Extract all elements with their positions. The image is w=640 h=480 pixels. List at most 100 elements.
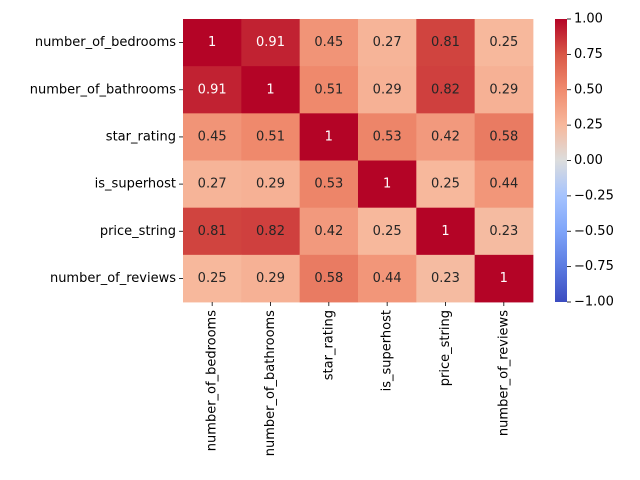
- colorbar-tick-label: 0.25: [574, 118, 603, 133]
- heatmap-cells: [183, 19, 534, 303]
- heatmap-cell-value: 0.82: [256, 224, 285, 239]
- heatmap-cell: [299, 113, 359, 161]
- heatmap-cell: [474, 113, 534, 161]
- heatmap-cell: [357, 66, 417, 114]
- heatmap-cell: [183, 254, 242, 303]
- heatmap-cell-value: 0.44: [373, 271, 402, 286]
- heatmap-cell-value: 0.82: [431, 82, 460, 97]
- y-axis-tick-labels: number_of_bedrooms number_of_bathroomssta…: [30, 35, 183, 286]
- y-axis-tick-label: price_string: [100, 224, 176, 239]
- heatmap-cell-value: 0.42: [314, 224, 343, 239]
- heatmap-cell-value: 1: [500, 271, 508, 286]
- heatmap-cell-value: 0.27: [373, 35, 402, 50]
- heatmap-cell-value: 0.27: [198, 177, 227, 192]
- x-axis-tick-label: number_of_bathrooms: [263, 310, 278, 456]
- colorbar-tick-label: 0.50: [574, 82, 603, 97]
- heatmap-cell: [241, 113, 301, 161]
- colorbar-tick-label: −0.25: [574, 188, 614, 203]
- y-axis-tick-label: number_of_reviews: [50, 271, 176, 286]
- heatmap-cell: [183, 113, 242, 161]
- colorbar-tick-label: −1.00: [574, 295, 614, 310]
- heatmap-cell-value: 0.25: [489, 35, 518, 50]
- heatmap-cell-value: 0.25: [373, 224, 402, 239]
- heatmap-cell-value: 0.23: [431, 271, 460, 286]
- colorbar: 1.00 0.75 0.50 0.25 0.00 −0.25 −0.50 −0.75 −1.00: [555, 12, 614, 310]
- heatmap-cell-value: 0.29: [256, 271, 285, 286]
- heatmap-cell: [416, 113, 476, 161]
- heatmap-cell-value: 0.53: [373, 129, 402, 144]
- y-axis-tick-label: is_superhost: [95, 177, 176, 192]
- heatmap-cell-value: 0.25: [198, 271, 227, 286]
- x-axis-tick-label: is_superhost: [380, 310, 395, 391]
- heatmap-cell-value: 1: [441, 224, 449, 239]
- heatmap-cell-value: 0.58: [314, 271, 343, 286]
- heatmap-cell: [299, 254, 359, 303]
- x-axis-tick-label: number_of_bedrooms: [205, 310, 220, 451]
- heatmap-cell: [241, 207, 301, 256]
- colorbar-tick-label: 0.75: [574, 47, 603, 62]
- colorbar-tick-label: −0.50: [574, 224, 614, 239]
- heatmap-cell-value: 0.29: [256, 177, 285, 192]
- y-axis-tick-label: star_rating: [106, 129, 176, 144]
- y-axis-tick-label: number_of_bathrooms: [30, 82, 176, 97]
- heatmap-cell-value: 0.53: [314, 177, 343, 192]
- heatmap-cell: [474, 66, 534, 114]
- heatmap-cell-value: 0.29: [373, 82, 402, 97]
- heatmap-cell-value: 0.91: [256, 35, 285, 50]
- heatmap-cell: [183, 207, 242, 256]
- heatmap-cell: [241, 66, 301, 114]
- heatmap-cell: [183, 66, 242, 114]
- heatmap-cell: [299, 207, 359, 256]
- heatmap-cell: [474, 207, 534, 256]
- heatmap-cell-value: 0.51: [314, 82, 343, 97]
- heatmap-cell: [357, 160, 417, 209]
- heatmap-cell-value: 0.81: [198, 224, 227, 239]
- colorbar-tick-label: 1.00: [574, 12, 603, 27]
- heatmap-cell-value: 0.42: [431, 129, 460, 144]
- heatmap-cell: [416, 19, 476, 67]
- heatmap-cell: [241, 160, 301, 209]
- heatmap-cell: [183, 160, 242, 209]
- heatmap-cell-value: 0.58: [489, 129, 518, 144]
- heatmap-cell: [357, 19, 417, 67]
- colorbar-tick-label: −0.75: [574, 259, 614, 274]
- heatmap-cell: [299, 19, 359, 67]
- heatmap-cell-value: 1: [208, 35, 216, 50]
- heatmap-cell: [416, 207, 476, 256]
- heatmap-cell: [241, 19, 301, 67]
- heatmap-cell-value: 0.29: [489, 82, 518, 97]
- heatmap-cell: [299, 66, 359, 114]
- heatmap-cell-value: 0.25: [431, 177, 460, 192]
- heatmap-cell-value: 0.45: [314, 35, 343, 50]
- colorbar-tick-label: 0.00: [574, 153, 603, 168]
- heatmap-cell: [416, 160, 476, 209]
- x-axis-tick-labels: number_of_bedrooms number_of_bathrooms sta…: [205, 302, 511, 456]
- heatmap-cell: [474, 254, 534, 303]
- heatmap-cell: [357, 207, 417, 256]
- heatmap-cell: [416, 254, 476, 303]
- heatmap-cell-value: 0.81: [431, 35, 460, 50]
- heatmap-cell-value: 0.44: [489, 177, 518, 192]
- heatmap-cell: [299, 160, 359, 209]
- x-axis-tick-label: star_rating: [321, 310, 336, 380]
- heatmap-cell-value: 1: [266, 82, 274, 97]
- heatmap-cell-value: 1: [383, 177, 391, 192]
- heatmap-cell: [241, 254, 301, 303]
- heatmap-cell-value: 0.91: [198, 82, 227, 97]
- heatmap-cell: [474, 19, 534, 67]
- heatmap-cell: [357, 254, 417, 303]
- x-axis-tick-label: price_string: [438, 310, 453, 386]
- heatmap-cell: [357, 113, 417, 161]
- heatmap-cell: [416, 66, 476, 114]
- heatmap-cell-value: 0.51: [256, 129, 285, 144]
- heatmap-cell: [474, 160, 534, 209]
- heatmap-cell-value: 0.45: [198, 129, 227, 144]
- colorbar-gradient: [555, 19, 567, 302]
- y-axis-tick-label: number_of_bedrooms: [35, 35, 176, 50]
- heatmap-cell-value: 1: [325, 129, 333, 144]
- heatmap-cell: [183, 19, 242, 67]
- heatmap-cell-value: 0.23: [489, 224, 518, 239]
- x-axis-tick-label: number_of_reviews: [496, 310, 511, 436]
- heatmap-cell-labels: 1 0.91 0.45 0.27 0.81 0.25 0.91 1 0.51 0.29 0.82 0.…: [198, 35, 519, 286]
